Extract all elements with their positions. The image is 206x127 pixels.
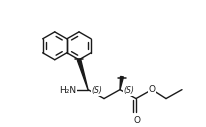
Text: (S): (S) [91, 86, 101, 95]
Text: (S): (S) [122, 86, 133, 95]
Text: O: O [133, 116, 140, 124]
Polygon shape [77, 59, 88, 90]
Text: O: O [148, 85, 155, 94]
Text: H₂N: H₂N [59, 86, 76, 95]
Polygon shape [119, 76, 123, 90]
